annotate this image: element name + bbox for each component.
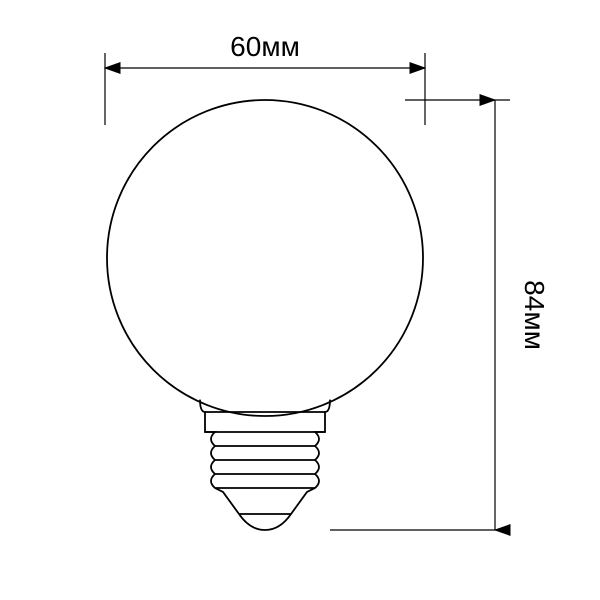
height-label: 84мм	[519, 280, 550, 350]
bulb-globe	[107, 100, 423, 416]
bulb-dimension-diagram: 60мм 84мм	[0, 0, 600, 600]
bulb-base-outline	[200, 400, 330, 530]
width-label: 60мм	[230, 31, 300, 62]
